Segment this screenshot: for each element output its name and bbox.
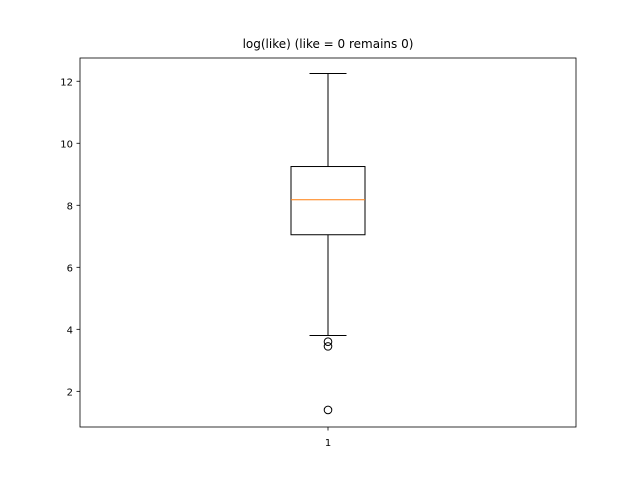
boxes	[290, 73, 366, 415]
y-tick-label: 10	[60, 139, 73, 150]
y-tick-label: 2	[67, 387, 73, 398]
y-tick-label: 4	[67, 325, 73, 336]
y-tick-label: 6	[67, 263, 73, 274]
x-axis: 1	[325, 427, 331, 449]
outlier-point	[323, 342, 333, 351]
iqr-box	[290, 166, 366, 236]
outlier-point	[323, 337, 333, 347]
y-axis: 2 4 6 8 10 12	[60, 77, 80, 398]
y-tick-label: 12	[60, 77, 73, 88]
chart-title: log(like) (like = 0 remains 0)	[243, 37, 414, 51]
outlier-point	[323, 405, 333, 415]
y-tick-label: 8	[67, 201, 73, 212]
x-tick-label: 1	[325, 438, 331, 449]
